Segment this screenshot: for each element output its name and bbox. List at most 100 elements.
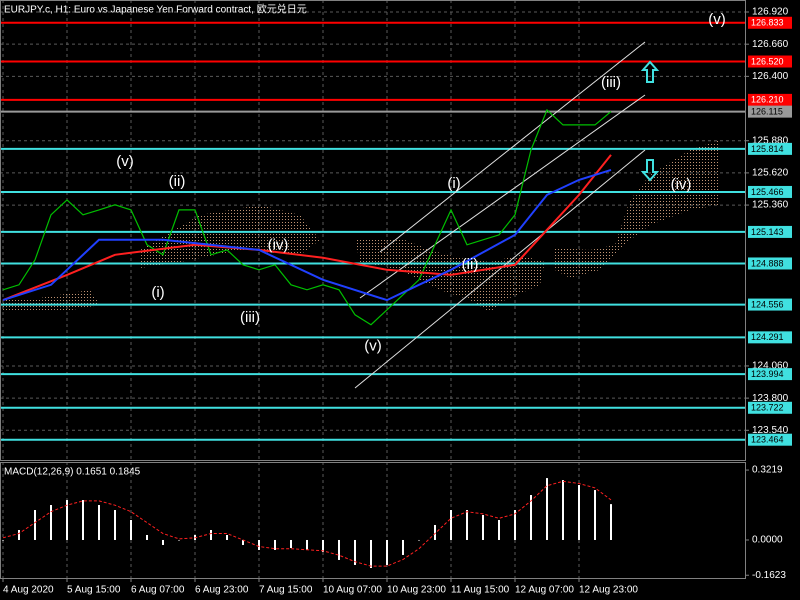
macd-bar <box>226 534 228 540</box>
macd-bar <box>34 510 36 540</box>
level-label-bg <box>748 93 792 106</box>
level-label: 126.520 <box>751 56 784 66</box>
x-tick-label: 5 Aug 15:00 <box>67 585 121 596</box>
main-frame <box>0 0 746 461</box>
macd-bar <box>114 510 116 540</box>
price-line <box>2 108 612 326</box>
level-label: 123.464 <box>751 435 784 445</box>
level-label: 124.556 <box>751 299 784 309</box>
macd-frame <box>0 462 746 579</box>
macd-bar <box>594 490 596 540</box>
macd-bar <box>274 539 276 550</box>
macd-bar <box>546 478 548 540</box>
y-tick-label: 126.400 <box>752 71 789 82</box>
price-line <box>2 154 612 302</box>
wave-label: (iv) <box>671 176 692 193</box>
macd-bar <box>18 529 20 540</box>
wave-label: (ii) <box>462 256 479 273</box>
y-tick-label: 126.660 <box>752 39 789 50</box>
x-tick-label: 12 Aug 07:00 <box>515 585 574 596</box>
y-tick-label: 0.3219 <box>752 465 783 476</box>
level-label-bg <box>748 55 792 68</box>
level-label-bg <box>748 142 792 155</box>
macd-bar <box>466 510 468 540</box>
level-label: 125.466 <box>751 187 784 197</box>
down-arrow <box>640 159 660 182</box>
level-label: 124.291 <box>751 332 784 342</box>
macd-bar <box>66 500 68 540</box>
macd-bar <box>210 529 212 540</box>
macd-bar <box>2 539 4 541</box>
level-label-bg <box>748 185 792 198</box>
level-label-bg <box>748 257 792 270</box>
cloud-area <box>0 290 100 312</box>
level-label-bg <box>748 225 792 238</box>
y-tick-label: 125.360 <box>752 200 789 211</box>
macd-bar <box>322 539 324 552</box>
macd-bar <box>306 539 308 550</box>
channel-line <box>359 94 646 299</box>
macd-bar <box>98 505 100 540</box>
x-tick-label: 4 Aug 2020 <box>3 585 54 596</box>
wave-label: (ii) <box>169 173 186 190</box>
macd-bar <box>146 534 148 540</box>
macd-bar <box>82 500 84 540</box>
level-label: 125.814 <box>751 144 784 154</box>
wave-label: (i) <box>151 284 164 301</box>
level-label-bg <box>748 401 792 414</box>
macd-bar <box>498 520 500 540</box>
macd-bar <box>418 539 420 541</box>
macd-bar <box>610 504 612 540</box>
macd-bar <box>130 520 132 540</box>
macd-bar <box>242 539 244 545</box>
level-label: 123.994 <box>751 369 784 379</box>
macd-bar <box>530 495 532 540</box>
up-arrow <box>640 60 660 83</box>
macd-bar <box>50 505 52 540</box>
macd-bar <box>482 515 484 540</box>
level-label: 126.210 <box>751 95 784 105</box>
x-tick-label: 7 Aug 15:00 <box>259 585 313 596</box>
channel-line <box>379 41 646 253</box>
wave-label: (v) <box>116 153 134 170</box>
y-tick-label: 0.0000 <box>752 535 783 546</box>
wave-label: (iv) <box>268 237 289 254</box>
wave-label: (v) <box>364 338 382 355</box>
macd-bar <box>514 510 516 540</box>
macd-bar <box>354 539 356 565</box>
x-tick-label: 11 Aug 15:00 <box>451 585 510 596</box>
macd-bar <box>450 510 452 540</box>
macd-bar <box>162 539 164 545</box>
macd-bar <box>258 539 260 550</box>
wave-label: (v) <box>708 11 726 28</box>
level-label-bg <box>748 331 792 344</box>
y-tick-label: -0.1623 <box>752 570 786 581</box>
grid <box>0 0 745 578</box>
macd-bar <box>338 539 340 560</box>
level-label: 124.888 <box>751 258 784 268</box>
price-line <box>2 168 612 302</box>
level-label: 123.722 <box>751 403 784 413</box>
wave-label: (iii) <box>240 309 260 326</box>
y-tick-label: 124.060 <box>752 361 789 372</box>
level-label-bg <box>748 368 792 381</box>
level-label: 125.143 <box>751 227 784 237</box>
wave-label: (iii) <box>601 74 621 91</box>
plot <box>2 108 612 569</box>
macd-label: MACD(12,26,9) 0.1651 0.1845 <box>4 467 141 478</box>
channel-line <box>354 149 646 389</box>
x-tick-label: 6 Aug 07:00 <box>131 585 185 596</box>
x-tick-label: 12 Aug 23:00 <box>579 585 638 596</box>
y-tick-label: 125.620 <box>752 168 789 179</box>
level-label-bg <box>748 433 792 446</box>
macd-bar <box>578 485 580 540</box>
signal-line <box>2 480 612 567</box>
channel <box>354 41 646 389</box>
macd-bar <box>434 524 436 540</box>
levels <box>0 21 745 441</box>
x-tick-label: 10 Aug 07:00 <box>323 585 382 596</box>
y-tick-label: 126.920 <box>752 7 789 18</box>
